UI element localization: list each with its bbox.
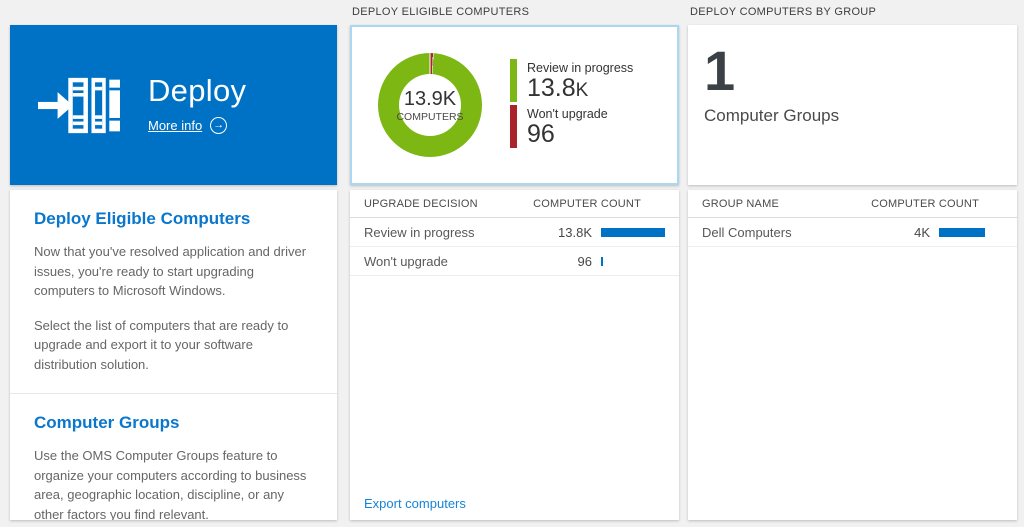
donut-center: 13.9K COMPUTERS [396,74,464,136]
eligible-computers-column: DEPLOY ELIGIBLE COMPUTERS 13.9K COMPUTER… [350,0,679,520]
row-label: Review in progress [364,224,475,240]
row-value: 13.8K [558,224,592,240]
column-header-computer-count: COMPUTER COUNT [533,197,641,210]
column-header-deploy-eligible-computers: DEPLOY ELIGIBLE COMPUTERS [352,6,530,18]
group-table-panel: GROUP NAME COMPUTER COUNT Dell Computers… [688,190,1017,520]
computer-groups-count: 1 [704,39,736,102]
section-computer-groups: Computer Groups Use the OMS Computer Gro… [10,394,337,520]
more-info-link[interactable]: More info → [148,117,228,134]
legend-item-review-in-progress: Review in progress 13.8K [510,59,633,102]
circle-arrow-icon: → [210,117,228,134]
table-header-row: UPGRADE DECISION COMPUTER COUNT [350,190,679,218]
legend-value: 96 [527,120,555,148]
row-label: Won't upgrade [364,253,448,269]
donut-center-label: COMPUTERS [396,110,464,123]
row-bar [939,227,986,237]
table-header-row: GROUP NAME COMPUTER COUNT [688,190,1017,218]
column-header-deploy-computers-by-group: DEPLOY COMPUTERS BY GROUP [690,6,877,18]
section-paragraph: Use the OMS Computer Groups feature to o… [34,448,307,520]
upgrade-decision-table-panel: UPGRADE DECISION COMPUTER COUNT Review i… [350,190,679,520]
section-heading-computer-groups: Computer Groups [34,413,180,432]
eligible-computers-donut: 13.9K COMPUTERS [378,53,482,157]
section-heading-deploy-eligible: Deploy Eligible Computers [34,209,251,228]
legend-value: 13.8K [527,74,589,102]
table-row[interactable]: Dell Computers 4K [688,218,1017,247]
legend-label: Won't upgrade [527,107,608,121]
column-header-group-name: GROUP NAME [702,197,779,210]
legend-label: Review in progress [527,61,634,75]
donut-center-value: 13.9K [403,87,457,110]
more-info-label: More info [148,118,203,133]
deploy-tile-title: Deploy [148,73,247,108]
row-value: 96 [577,253,592,269]
deploy-tile-text: Deploy More info → [148,75,246,135]
export-computers-link[interactable]: Export computers [364,496,466,511]
row-label: Dell Computers [702,224,792,240]
column-header-upgrade-decision: UPGRADE DECISION [364,197,478,210]
row-bar [601,227,665,237]
computer-groups-count-tile[interactable]: 1 Computer Groups [688,25,1017,185]
computer-groups-label: Computer Groups [704,106,840,125]
row-value: 4K [914,224,930,240]
legend-color-green [510,59,517,102]
left-column-header-spacer [10,0,337,25]
donut-legend: Review in progress 13.8K Won't upgrade 9… [510,59,633,151]
deploy-books-icon [10,76,148,135]
row-bar [601,256,603,266]
divider [10,393,337,394]
deploy-column: Deploy More info → Deploy Eligible Compu… [10,0,337,520]
deploy-description-panel: Deploy Eligible Computers Now that you'v… [10,190,337,520]
section-paragraph: Now that you've resolved application and… [34,244,307,298]
table-row[interactable]: Won't upgrade 96 [350,247,679,276]
eligible-computers-chart-tile[interactable]: 13.9K COMPUTERS Review in progress 13.8K… [350,25,679,185]
legend-item-wont-upgrade: Won't upgrade 96 [510,105,633,148]
section-paragraph: Select the list of computers that are re… [34,317,289,372]
computers-by-group-column: DEPLOY COMPUTERS BY GROUP 1 Computer Gro… [688,0,1017,520]
section-deploy-eligible-computers: Deploy Eligible Computers Now that you'v… [10,190,337,393]
legend-color-red [510,105,517,148]
table-row[interactable]: Review in progress 13.8K [350,218,679,247]
column-header-computer-count: COMPUTER COUNT [871,197,979,210]
deploy-tile[interactable]: Deploy More info → [10,25,337,185]
